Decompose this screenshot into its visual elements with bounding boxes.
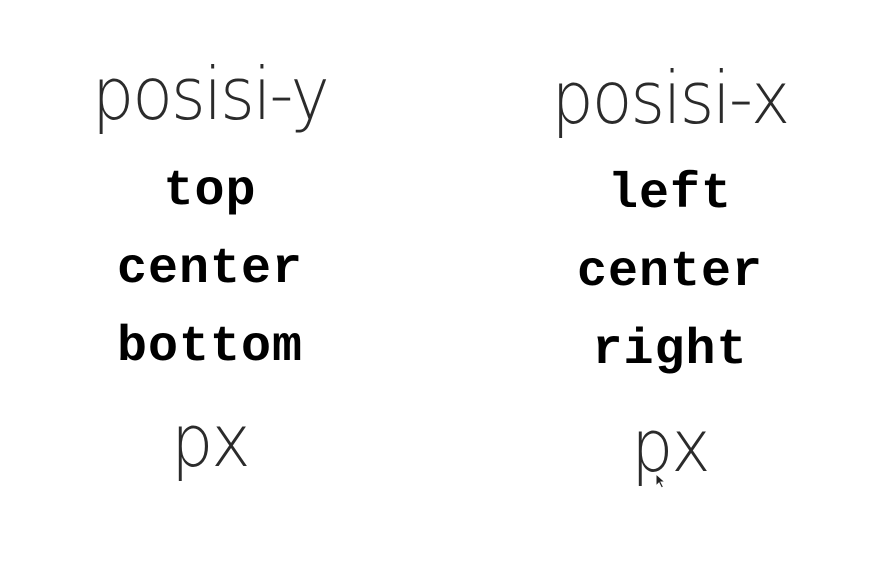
heading-posisi-x: posisi-x <box>551 56 791 140</box>
value-center-y: center <box>116 241 304 298</box>
column-posisi-y: posisi-y top center bottom px <box>0 0 420 567</box>
value-top: top <box>163 163 257 220</box>
value-left: left <box>607 166 733 223</box>
column-posisi-x: posisi-x left center right px <box>460 0 877 567</box>
mouse-pointer-icon <box>655 473 667 489</box>
value-right: right <box>592 322 748 379</box>
unit-px-y: px <box>171 399 250 483</box>
value-bottom: bottom <box>116 319 304 376</box>
unit-px-x: px <box>631 404 710 488</box>
heading-posisi-y: posisi-y <box>92 52 329 136</box>
value-center-x: center <box>576 244 764 301</box>
